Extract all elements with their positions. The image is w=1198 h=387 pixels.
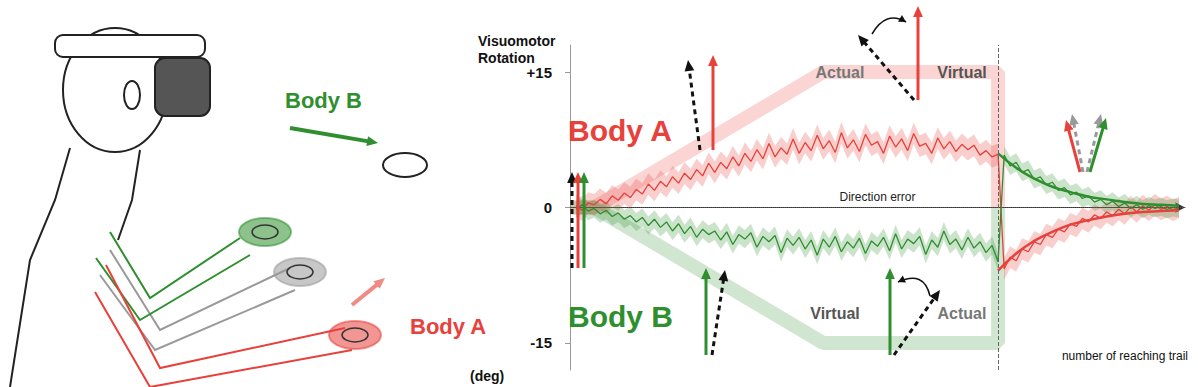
svg-text:Virtual: Virtual bbox=[937, 64, 987, 81]
svg-text:number of reaching trail: number of reaching trail bbox=[1062, 349, 1188, 363]
svg-text:Direction error: Direction error bbox=[839, 190, 915, 204]
svg-text:Rotation: Rotation bbox=[478, 50, 535, 66]
svg-text:Body B: Body B bbox=[568, 300, 673, 333]
svg-text:0: 0 bbox=[544, 199, 552, 216]
svg-text:-15: -15 bbox=[530, 334, 552, 351]
svg-text:Body A: Body A bbox=[568, 114, 672, 147]
svg-text:Visuomotor: Visuomotor bbox=[478, 33, 559, 49]
svg-text:Virtual: Virtual bbox=[810, 305, 860, 322]
svg-text:Actual: Actual bbox=[816, 64, 865, 81]
svg-text:Body A: Body A bbox=[410, 314, 486, 339]
svg-text:(deg): (deg) bbox=[470, 368, 504, 384]
svg-text:+15: +15 bbox=[527, 64, 552, 81]
svg-text:Body B: Body B bbox=[285, 88, 362, 113]
svg-text:Actual: Actual bbox=[938, 305, 987, 322]
